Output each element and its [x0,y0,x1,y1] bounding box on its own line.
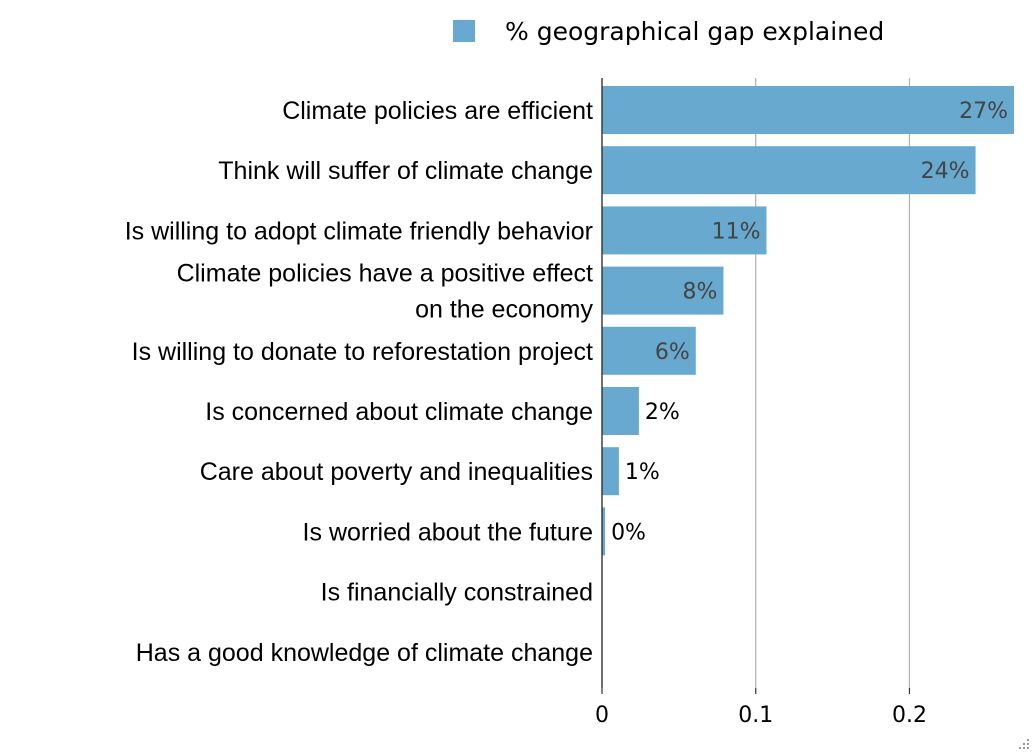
bar-7[interactable] [602,447,619,496]
resize-grip-icon[interactable] [1016,736,1030,750]
category-label: Has a good knowledge of climate change [136,639,593,667]
bars [602,86,1014,556]
bar-value-label: 11% [712,219,761,244]
category-label: Think will suffer of climate change [218,157,593,185]
bar-value-label: 1% [625,460,660,485]
bar-value-label: 27% [959,99,1008,124]
x-tick-label: 0.1 [738,703,773,728]
bar-value-label: 8% [683,280,718,305]
bar-5[interactable] [602,326,696,375]
legend-label: % geographical gap explained [505,17,884,46]
bar-2[interactable] [602,146,976,195]
x-tick-label: 0 [595,703,609,728]
category-label: Is financially constrained [321,579,593,607]
bar-8[interactable] [602,507,606,556]
bar-6[interactable] [602,387,639,435]
bar-value-label: 6% [655,340,690,365]
category-label: on the economy [415,296,593,324]
category-label: Climate policies have a positive effect [177,260,593,288]
category-label: Climate policies are efficient [282,97,593,125]
bar-value-label: 2% [645,400,680,425]
category-label: Is worried about the future [303,518,593,546]
category-labels: Climate policies are efficient Think will… [125,97,594,667]
legend[interactable]: % geographical gap explained [453,17,884,46]
category-label: Is concerned about climate change [205,398,593,426]
x-tick-label: 0.2 [892,703,927,728]
bar-1[interactable] [602,86,1014,134]
bar-4[interactable] [602,266,724,315]
bar-value-labels: 27% 24% 11% 8% 6% 2% 1% 0% [611,99,1008,545]
legend-swatch [453,20,475,42]
bar-3[interactable] [602,206,767,255]
category-label: Care about poverty and inequalities [200,458,593,486]
bar-value-label: 0% [611,520,646,545]
x-axis-ticks: 0 0.1 0.2 [595,688,927,728]
bar-value-label: 24% [921,159,970,184]
category-label: Is willing to adopt climate friendly beh… [125,217,593,245]
category-label: Is willing to donate to reforestation pr… [132,338,593,366]
